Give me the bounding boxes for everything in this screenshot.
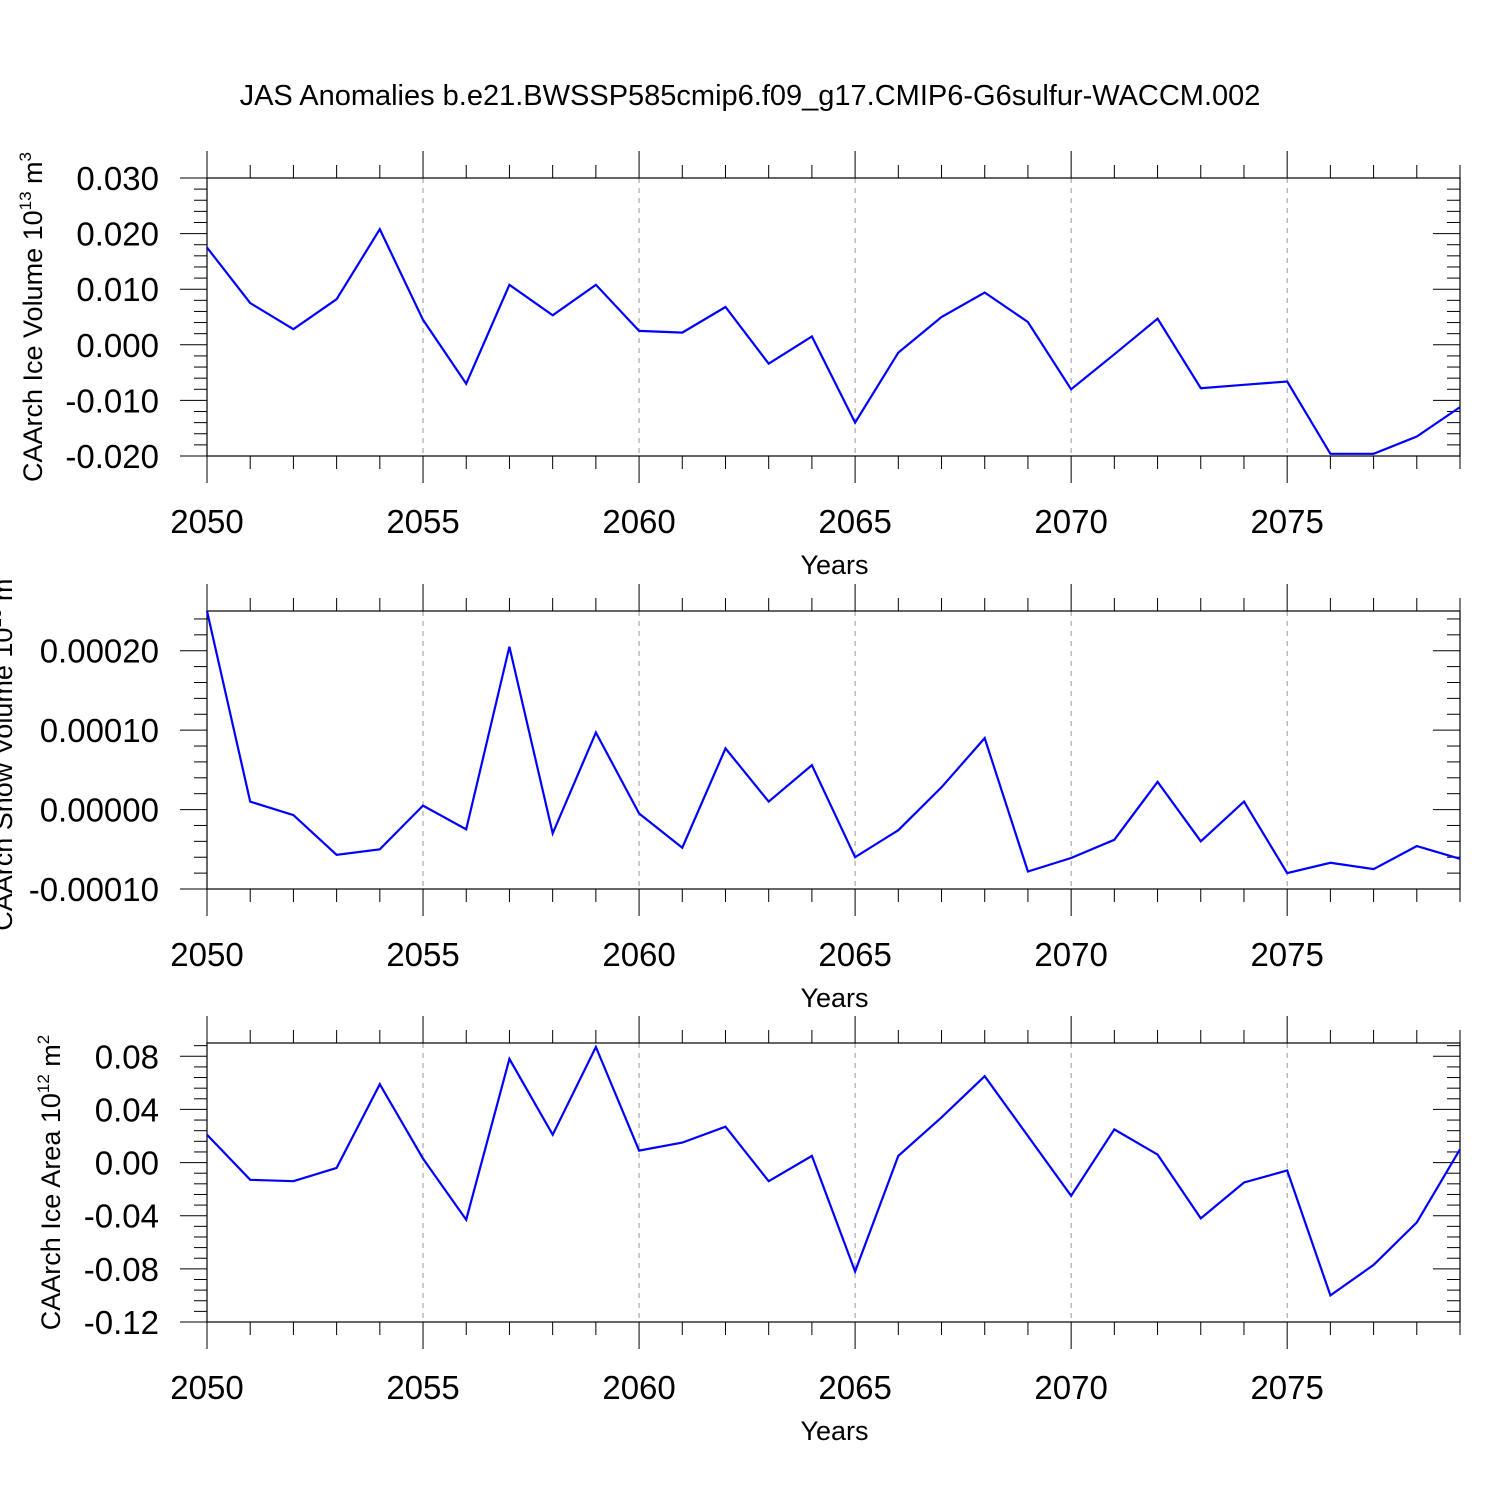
series-line xyxy=(205,610,1461,875)
y-axis-label-exp: 13 xyxy=(16,191,35,210)
series-line xyxy=(206,226,1461,455)
plot-frame xyxy=(206,610,1461,890)
x-tick-label: 2060 xyxy=(602,936,675,973)
y-axis-label-group: CAArch Ice Volume 1013 m3 xyxy=(16,152,48,482)
plot-frame xyxy=(206,177,1461,457)
y-tick-label: -0.12 xyxy=(84,1304,159,1341)
y-axis-label-unit-exp: 3 xyxy=(0,569,5,578)
x-tick-label: 2050 xyxy=(170,503,243,540)
y-axis-label-group: CAArch Ice Area 1012 m2 xyxy=(34,1035,66,1331)
y-tick-label: 0.00 xyxy=(95,1145,159,1182)
y-tick-label: 0.08 xyxy=(95,1038,159,1075)
x-tick-label: 2050 xyxy=(170,936,243,973)
y-axis-label-text: CAArch Ice Volume 10 xyxy=(18,210,48,482)
x-tick-label: 2050 xyxy=(170,1369,243,1406)
y-tick-label: 0.000 xyxy=(76,327,159,364)
x-tick-label: 2060 xyxy=(602,1369,675,1406)
y-tick-label: 0.020 xyxy=(76,216,159,253)
y-axis-label-unit-exp: 2 xyxy=(34,1035,53,1044)
x-tick-label: 2055 xyxy=(386,936,459,973)
y-tick-label: -0.08 xyxy=(84,1251,159,1288)
y-axis-label: CAArch Ice Volume 1013 m3 xyxy=(16,152,48,482)
y-tick-label: -0.04 xyxy=(84,1198,159,1235)
y-axis-label-unit: m xyxy=(0,579,18,609)
x-axis-label: Years xyxy=(800,550,868,580)
x-tick-label: 2070 xyxy=(1034,503,1107,540)
x-axis-label: Years xyxy=(800,983,868,1013)
y-tick-label: -0.020 xyxy=(65,438,159,475)
y-tick-label: -0.010 xyxy=(65,382,159,419)
y-axis-label-text: CAArch Ice Area 10 xyxy=(36,1093,66,1330)
panel-1: -0.020 -0.010 0.000 0.010 0.020 0.030 2050 2055… xyxy=(16,151,1461,580)
y-axis-label-unit-exp: 3 xyxy=(16,152,35,161)
series-line xyxy=(206,1044,1461,1298)
x-tick-label: 2075 xyxy=(1250,1369,1323,1406)
y-axis-label: CAArch Snow Volume 1013 m3 xyxy=(0,569,18,931)
x-tick-label: 2065 xyxy=(818,503,891,540)
y-axis-label-text: CAArch Snow Volume 10 xyxy=(0,628,18,931)
x-tick-label: 2075 xyxy=(1250,936,1323,973)
plot-frame xyxy=(206,1042,1461,1323)
y-tick-label: 0.00020 xyxy=(40,633,159,670)
y-tick-label: 0.00000 xyxy=(40,792,159,829)
y-tick-label: 0.030 xyxy=(76,160,159,197)
y-axis-label-exp: 12 xyxy=(34,1074,53,1093)
x-tick-label: 2060 xyxy=(602,503,675,540)
y-tick-label: 0.010 xyxy=(76,271,159,308)
panel-2: -0.00010 0.00000 0.00010 0.00020 2050 2055 206… xyxy=(0,569,1461,1013)
chart-title: JAS Anomalies b.e21.BWSSP585cmip6.f09_g1… xyxy=(240,80,1261,112)
x-tick-label: 2055 xyxy=(386,1369,459,1406)
x-tick-label: 2070 xyxy=(1034,936,1107,973)
y-tick-label: 0.00010 xyxy=(40,712,159,749)
y-tick-label: 0.04 xyxy=(95,1091,159,1128)
x-tick-label: 2055 xyxy=(386,503,459,540)
x-tick-label: 2065 xyxy=(818,936,891,973)
x-tick-label: 2065 xyxy=(818,1369,891,1406)
x-axis-label: Years xyxy=(800,1416,868,1446)
x-tick-label: 2070 xyxy=(1034,1369,1107,1406)
y-axis-label-unit: m xyxy=(18,161,48,191)
x-tick-label: 2075 xyxy=(1250,503,1323,540)
y-axis-label-group: CAArch Snow Volume 1013 m3 xyxy=(0,569,18,931)
panel-3: -0.12 -0.08 -0.04 0.00 0.04 0.08 2050 2055 2060 2… xyxy=(34,1016,1461,1446)
y-tick-label: -0.00010 xyxy=(29,871,159,908)
y-axis-label-exp: 13 xyxy=(0,609,5,628)
y-axis-label: CAArch Ice Area 1012 m2 xyxy=(34,1035,66,1331)
y-axis-label-unit: m xyxy=(36,1044,66,1074)
